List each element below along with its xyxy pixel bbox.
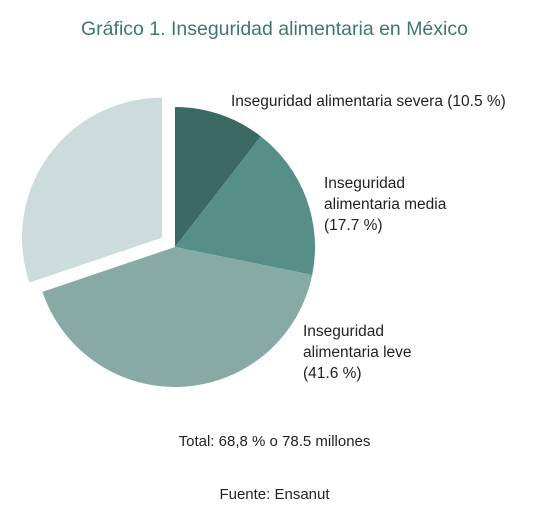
label-leve: Inseguridad alimentaria leve (41.6 %)	[303, 321, 412, 384]
label-media-line-2: alimentaria media	[324, 196, 447, 213]
slice-severa	[175, 107, 261, 247]
slice-media	[175, 136, 315, 275]
source-text: Fuente: Ensanut	[219, 486, 330, 503]
label-leve-line-2: alimentaria leve	[303, 344, 412, 361]
slice-leve	[42, 247, 313, 387]
label-severa-line-1: Inseguridad alimentaria severa (10.5 %)	[231, 93, 506, 110]
total-text: Total: 68,8 % o 78.5 millones	[178, 433, 371, 450]
chart-title: Gráfico 1. Inseguridad alimentaria en Mé…	[81, 18, 468, 40]
label-media: Inseguridad alimentaria media (17.7 %)	[324, 173, 446, 236]
label-severa: Inseguridad alimentaria severa (10.5 %)	[231, 91, 506, 112]
label-leve-line-1: Inseguridad	[303, 323, 385, 340]
label-media-line-3: (17.7 %)	[324, 217, 383, 234]
slice-exploded	[21, 97, 162, 283]
label-media-line-1: Inseguridad	[324, 175, 406, 192]
label-leve-line-3: (41.6 %)	[303, 365, 362, 382]
